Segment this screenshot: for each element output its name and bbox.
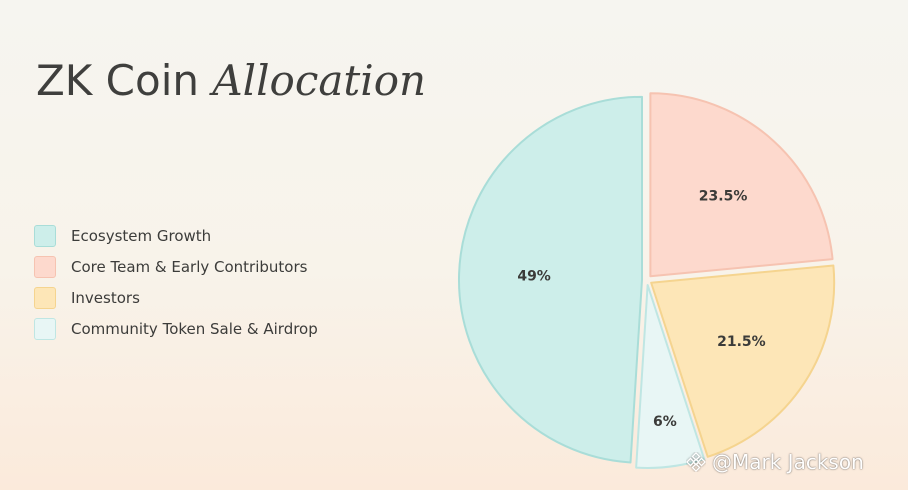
legend-label: Ecosystem Growth bbox=[71, 226, 212, 245]
legend-label: Core Team & Early Contributors bbox=[71, 257, 308, 276]
legend-swatch bbox=[34, 286, 56, 309]
legend-label: Investors bbox=[71, 288, 140, 307]
legend-item-core-team: Core Team & Early Contributors bbox=[34, 251, 318, 282]
title-accent: Allocation bbox=[212, 56, 427, 105]
title-main: ZK Coin bbox=[36, 56, 199, 105]
chart-title: ZK Coin Allocation bbox=[36, 56, 426, 105]
binance-diamond-icon bbox=[686, 452, 706, 472]
legend-item-investors: Investors bbox=[34, 282, 318, 313]
legend-item-ecosystem-growth: Ecosystem Growth bbox=[34, 220, 318, 251]
pie-slice-0 bbox=[649, 92, 834, 278]
pie-slice-label-2: 6% bbox=[653, 414, 677, 430]
pie-slice-label-3: 49% bbox=[517, 269, 551, 285]
pie-slice-label-0: 23.5% bbox=[699, 188, 748, 204]
pie-slice-3 bbox=[458, 95, 643, 464]
legend-item-community-token-sale: Community Token Sale & Airdrop bbox=[34, 313, 318, 344]
pie-slice-1 bbox=[650, 264, 836, 458]
watermark-text: @Mark Jackson bbox=[712, 450, 864, 474]
legend: Ecosystem Growth Core Team & Early Contr… bbox=[34, 220, 318, 344]
pie-slice-2 bbox=[635, 283, 706, 469]
pie-slice-label-1: 21.5% bbox=[717, 334, 766, 350]
watermark: @Mark Jackson bbox=[686, 450, 864, 474]
legend-swatch bbox=[34, 317, 56, 340]
legend-swatch bbox=[34, 224, 56, 247]
legend-swatch bbox=[34, 255, 56, 278]
legend-label: Community Token Sale & Airdrop bbox=[71, 319, 318, 338]
